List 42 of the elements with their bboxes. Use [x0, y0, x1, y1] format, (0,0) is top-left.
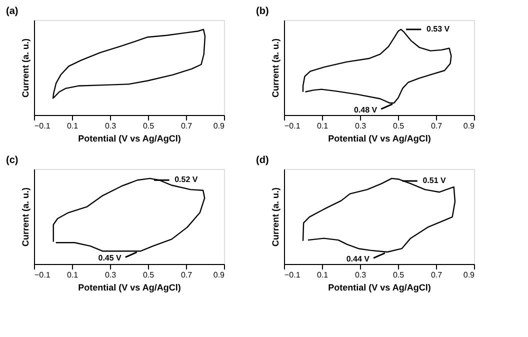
x-axis-title: Potential (V vs Ag/AgCl)	[78, 282, 181, 292]
x-tick-label: 0.3	[104, 122, 117, 130]
x-tick-label: 0.9	[213, 122, 226, 130]
x-tick-label: 0.1	[66, 270, 79, 280]
chart-title: (d)	[256, 155, 269, 166]
x-tick-label: 0.7	[430, 122, 443, 130]
chart-title: (c)	[6, 155, 18, 166]
x-tick-label: 0.7	[180, 122, 193, 130]
x-tick-label: 0.1	[66, 122, 79, 130]
y-axis-title: Current (a. u.)	[270, 38, 280, 98]
annotation: 0.48 V	[354, 106, 378, 114]
annotation: 0.51 V	[422, 176, 446, 185]
x-tick-label: −0.1	[284, 270, 301, 280]
x-tick-label: 0.5	[142, 270, 155, 280]
x-tick-label: −0.1	[34, 122, 51, 130]
x-tick-label: 0.5	[142, 122, 155, 130]
x-tick-label: 0.3	[354, 122, 367, 130]
x-axis-title: Potential (V vs Ag/AgCl)	[328, 134, 431, 144]
annotation: 0.53 V	[426, 24, 450, 34]
y-axis-title: Current (a. u.)	[20, 38, 30, 98]
annotation: 0.44 V	[346, 254, 370, 264]
x-tick-label: 0.1	[316, 270, 329, 280]
chart-title: (a)	[6, 6, 18, 17]
chart-title: (b)	[256, 6, 269, 17]
x-axis-title: Potential (V vs Ag/AgCl)	[78, 134, 181, 144]
x-tick-label: 0.5	[392, 122, 405, 130]
x-tick-label: 0.9	[213, 270, 226, 280]
x-tick-label: 0.5	[392, 270, 405, 280]
x-tick-label: 0.7	[180, 270, 193, 280]
x-tick-label: 0.9	[463, 270, 476, 280]
x-tick-label: 0.3	[104, 270, 117, 280]
annotation: 0.45 V	[98, 254, 122, 263]
y-axis-title: Current (a. u.)	[270, 187, 280, 247]
x-tick-label: 0.1	[316, 122, 329, 130]
x-tick-label: −0.1	[284, 122, 301, 130]
x-tick-label: 0.3	[354, 270, 367, 280]
x-axis-title: Potential (V vs Ag/AgCl)	[328, 282, 431, 292]
y-axis-title: Current (a. u.)	[20, 187, 30, 247]
annotation: 0.52 V	[174, 175, 198, 184]
x-tick-label: −0.1	[34, 270, 51, 280]
x-tick-label: 0.7	[430, 270, 443, 280]
x-tick-label: 0.9	[463, 122, 476, 130]
